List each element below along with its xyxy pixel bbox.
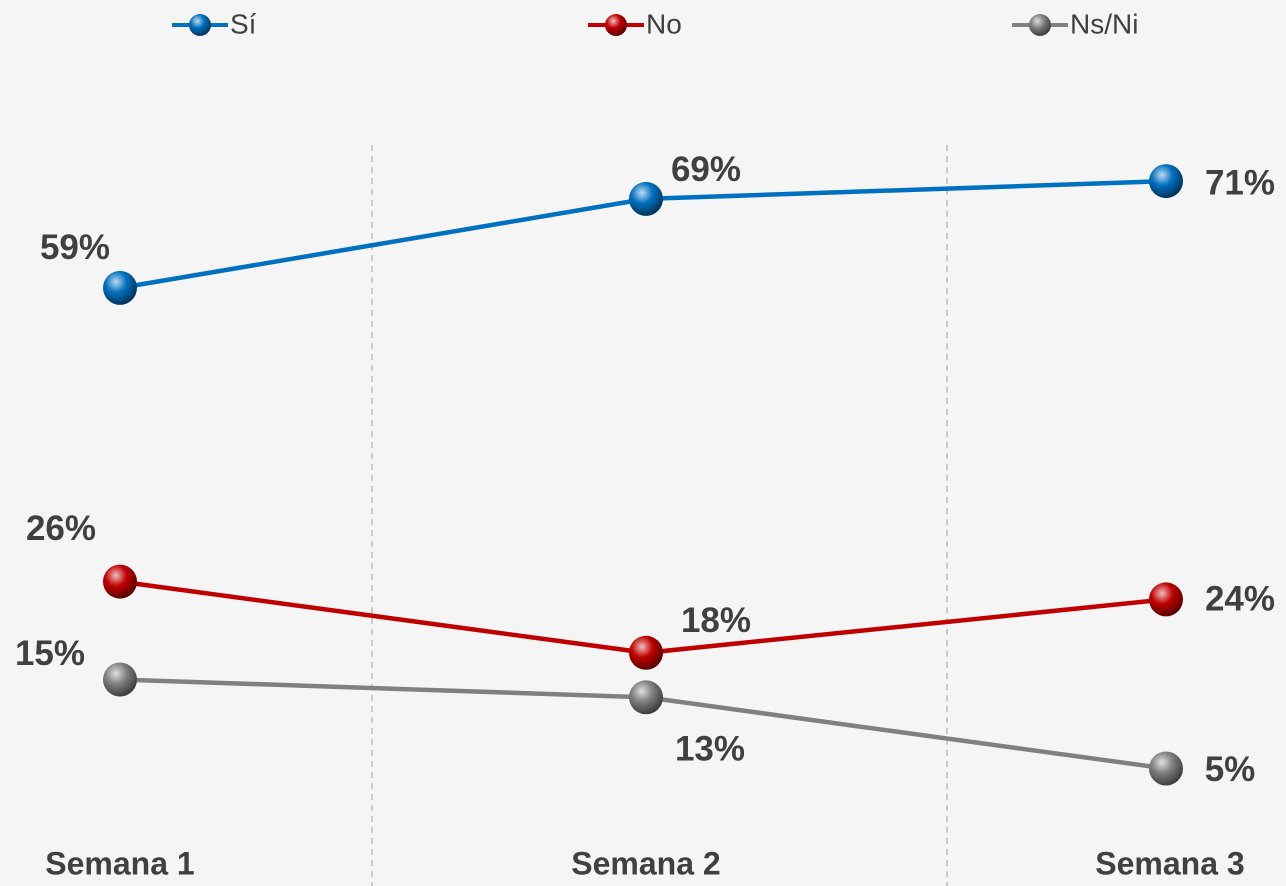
point-marker [103, 270, 137, 305]
x-tick-label: Semana 1 [45, 845, 194, 881]
legend-marker [605, 14, 627, 36]
legend-marker [1029, 14, 1051, 36]
data-label: 5% [1205, 750, 1256, 789]
x-tick-label: Semana 2 [571, 845, 720, 881]
data-label: 71% [1205, 163, 1275, 202]
data-label: 13% [675, 730, 745, 769]
data-label: 69% [671, 150, 741, 189]
point-marker [103, 564, 137, 599]
data-label: 24% [1205, 580, 1275, 619]
point-marker [629, 635, 663, 670]
x-tick-label: Semana 3 [1095, 845, 1244, 881]
data-label: 26% [26, 509, 96, 548]
data-label: 15% [15, 634, 85, 673]
data-label: 18% [681, 601, 751, 640]
legend-label: No [646, 8, 682, 39]
data-label: 59% [40, 228, 110, 267]
legend-marker [189, 14, 211, 36]
legend-label: Ns/Ni [1070, 8, 1138, 39]
point-marker [629, 680, 663, 715]
legend-label: Sí [230, 8, 257, 39]
point-marker [1149, 751, 1183, 786]
point-marker [1149, 582, 1183, 617]
point-marker [1149, 164, 1183, 199]
point-marker [629, 181, 663, 216]
point-marker [103, 662, 137, 697]
